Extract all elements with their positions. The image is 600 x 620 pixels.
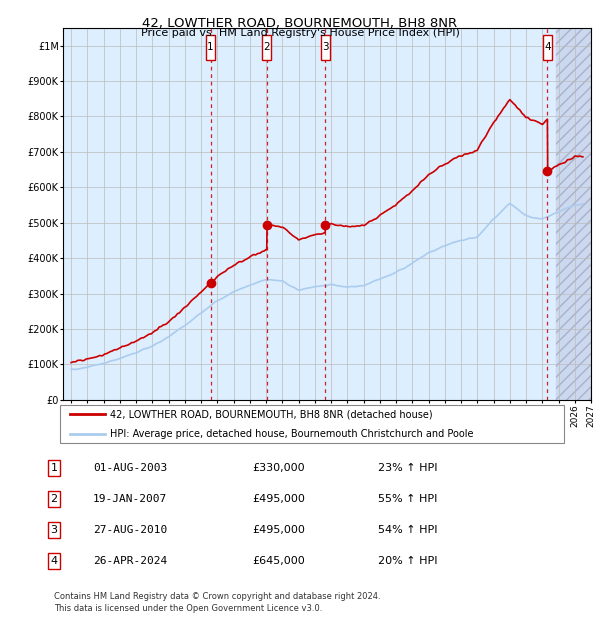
- Text: 2: 2: [50, 494, 58, 504]
- Bar: [556, 28, 591, 400]
- Text: 54% ↑ HPI: 54% ↑ HPI: [378, 525, 437, 535]
- Text: 3: 3: [322, 42, 329, 52]
- FancyBboxPatch shape: [206, 35, 215, 60]
- Text: 55% ↑ HPI: 55% ↑ HPI: [378, 494, 437, 504]
- FancyBboxPatch shape: [543, 35, 552, 60]
- FancyBboxPatch shape: [262, 35, 271, 60]
- Text: 27-AUG-2010: 27-AUG-2010: [93, 525, 167, 535]
- FancyBboxPatch shape: [60, 405, 564, 443]
- Text: £645,000: £645,000: [252, 556, 305, 566]
- Text: 1: 1: [207, 42, 214, 52]
- Text: Contains HM Land Registry data © Crown copyright and database right 2024.: Contains HM Land Registry data © Crown c…: [54, 592, 380, 601]
- Text: 42, LOWTHER ROAD, BOURNEMOUTH, BH8 8NR: 42, LOWTHER ROAD, BOURNEMOUTH, BH8 8NR: [142, 17, 458, 30]
- Text: 2: 2: [263, 42, 270, 52]
- Text: 23% ↑ HPI: 23% ↑ HPI: [378, 463, 437, 473]
- Text: £495,000: £495,000: [252, 494, 305, 504]
- Text: This data is licensed under the Open Government Licence v3.0.: This data is licensed under the Open Gov…: [54, 604, 322, 613]
- Text: HPI: Average price, detached house, Bournemouth Christchurch and Poole: HPI: Average price, detached house, Bour…: [110, 428, 474, 439]
- Text: £330,000: £330,000: [252, 463, 305, 473]
- Text: 4: 4: [50, 556, 58, 566]
- Text: £495,000: £495,000: [252, 525, 305, 535]
- Text: 01-AUG-2003: 01-AUG-2003: [93, 463, 167, 473]
- Text: Price paid vs. HM Land Registry's House Price Index (HPI): Price paid vs. HM Land Registry's House …: [140, 28, 460, 38]
- Text: 3: 3: [50, 525, 58, 535]
- Bar: [556, 28, 591, 400]
- Text: 20% ↑ HPI: 20% ↑ HPI: [378, 556, 437, 566]
- Text: 26-APR-2024: 26-APR-2024: [93, 556, 167, 566]
- Text: 42, LOWTHER ROAD, BOURNEMOUTH, BH8 8NR (detached house): 42, LOWTHER ROAD, BOURNEMOUTH, BH8 8NR (…: [110, 409, 433, 420]
- Text: 4: 4: [544, 42, 551, 52]
- Text: 1: 1: [50, 463, 58, 473]
- FancyBboxPatch shape: [321, 35, 330, 60]
- Text: 19-JAN-2007: 19-JAN-2007: [93, 494, 167, 504]
